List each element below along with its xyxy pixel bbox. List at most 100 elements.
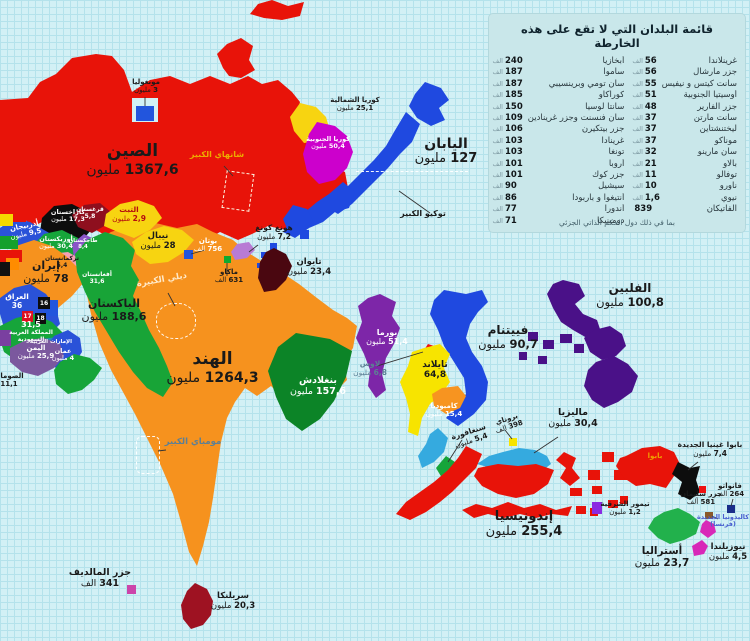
legend-column-right: غرينلاندا 56 الف جزر مارشال 56 الف سانت … [632, 56, 737, 227]
legend-row: سانتا لوسيا 150 الف [492, 102, 624, 113]
label-solomon: جزر سليمان 581 ألف [680, 490, 722, 507]
label-new-caledonia: كاليدونيا الجديدة (فرنسا) [696, 513, 750, 529]
legend-row: أبخازيا 240 الف [492, 56, 624, 67]
label-mongolia: مونغوليا 3 مليون [132, 78, 160, 95]
legend-country-name: كوراكاو [598, 90, 625, 101]
label-uae: الإمارات العربية [29, 339, 72, 345]
label-brunei: بروناي 398 الف [494, 411, 524, 436]
legend-country-value: 150 [504, 101, 523, 112]
label-png: بابوا غينيا الجديدة 7,4 مليون [677, 440, 743, 458]
legend-country-unit: الف [632, 102, 643, 111]
legend-country-name: سانت كيتس و نيفيس [661, 78, 737, 89]
country-shape-indonesia-sulawesi [556, 452, 580, 486]
label-macau: ماكاو 631 الف [214, 268, 244, 285]
legend-country-unit: الف [492, 68, 503, 77]
label-turkmenistan: تركمانستان 5,4 [45, 255, 79, 269]
legend-country-unit: الف [632, 171, 643, 180]
legend-country-name: ليختنشتاين [699, 124, 737, 135]
legend-country-name: جزر بيتكيرن [581, 124, 625, 135]
legend-country-unit: الف [492, 205, 503, 214]
label-philippines: الفلبين 100,8 مليون [596, 281, 664, 309]
legend-country-value: 839 [634, 204, 653, 215]
legend-country-name: دومينيكا [596, 215, 625, 226]
legend-row: سان مارينو 32 الف [632, 147, 737, 158]
legend-country-value: 103 [504, 135, 523, 146]
label-tajikistan: طاجكستان 8,4 [68, 238, 98, 251]
label-greater-tokyo: توكيو الكبير [400, 209, 446, 218]
label-saudi: 31,5 المملكة العربية السعودية [9, 320, 53, 343]
legend-country-unit: الف [632, 182, 643, 191]
legend-row: الفاتيكان 839 [632, 204, 737, 215]
legend-country-value: 10 [644, 181, 657, 192]
label-timor: تيمور الشرقية 1,2 مليون [600, 500, 650, 517]
legend-country-name: موناكو [714, 135, 737, 146]
label-australia: أستراليا 23,7 مليون [634, 545, 690, 570]
country-shape-vanuatu [727, 505, 735, 513]
legend-country-name: جزر مارشال [693, 67, 737, 78]
legend-country-unit: الف [492, 114, 503, 123]
legend-row: أروبا 101 الف [492, 159, 624, 170]
legend-country-name: أندورا [604, 204, 625, 215]
legend-country-value: 37 [644, 124, 657, 135]
label-india: الهند 1264,3 مليون [166, 349, 259, 386]
label-north-korea: كوريا الشمالية 25,1 مليون [330, 96, 380, 113]
legend-country-unit: الف [632, 57, 643, 65]
legend-footnote: بما في ذلك دول الحكم الذاتي الجزئي [559, 218, 675, 227]
legend-country-name: سان تومي وبرينسيبي [548, 78, 625, 89]
legend-country-value: 109 [504, 113, 523, 124]
legend-country-unit: الف [492, 102, 503, 111]
legend-country-unit: الف [632, 114, 643, 123]
legend-country-unit: الف [492, 159, 503, 168]
legend-panel: قائمة البلدان التي لا تقع على هذه الخارط… [488, 13, 746, 233]
legend-country-unit: الف [492, 91, 503, 100]
legend-country-name: جزر كوك [592, 170, 625, 181]
legend-country-unit: الف [492, 216, 503, 225]
philippines-island-dot [528, 332, 538, 341]
legend-country-value: 185 [504, 90, 523, 101]
edge-fragment [0, 236, 18, 249]
legend-row: كوراكاو 185 الف [492, 90, 624, 101]
label-indonesia: إندونيسيا 255,4 مليون [485, 509, 563, 539]
legend-country-value: 56 [644, 67, 657, 78]
philippines-island-dot [519, 352, 527, 360]
indonesia-island-dot [602, 452, 614, 462]
country-shape-brunei [509, 438, 517, 446]
legend-row: أندورا 77 الف [492, 204, 624, 215]
country-shape-new-zealand-north [700, 520, 716, 538]
label-malaysia: ماليزيا 30,4 مليون [548, 407, 598, 429]
legend-country-unit: الف [492, 193, 503, 202]
label-srilanka: سريلنكا 20,3 مليون [210, 591, 256, 611]
label-cambodia: كامبوديا 15,4 مليون [425, 402, 463, 419]
legend-country-unit: الف [632, 79, 643, 88]
mumbai-dashed-outline [136, 436, 160, 474]
country-shape-macau [224, 256, 231, 263]
legend-country-unit: الف [492, 136, 503, 145]
label-oman: عمان 4 مليون [51, 347, 75, 363]
legend-country-value: 55 [644, 78, 657, 89]
indonesia-island-dot [608, 500, 618, 508]
shanghai-dashed-outline [221, 170, 255, 212]
legend-country-value: 21 [644, 158, 657, 169]
legend-country-unit: الف [632, 193, 643, 202]
legend-row: غرينلاندا 56 الف [632, 56, 737, 67]
country-shape-new-caledonia [705, 512, 713, 519]
legend-row: أوسيتيا الجنوبية 51 الف [632, 90, 737, 101]
country-shape-philippines-luzon [547, 280, 601, 338]
legend-title: قائمة البلدان التي لا تقع على هذه الخارط… [520, 22, 714, 50]
label-pakistan: الباكستان 188,6 مليون [81, 297, 147, 323]
label-new-zealand: نيوزيلندا 4,5 مليون [708, 542, 748, 562]
legend-row: غرينادا 103 الف [492, 136, 624, 147]
label-tibet: التبت 2,9 مليون [112, 205, 146, 223]
legend-row: جزر بيتكيرن 106 الف [492, 124, 624, 135]
legend-country-unit: الف [492, 171, 503, 180]
legend-country-name: الفاتيكان [706, 204, 737, 215]
label-iraq: العراق 36 [5, 292, 29, 310]
edge-fragment [0, 330, 11, 346]
legend-row: موناكو 37 الف [632, 136, 737, 147]
philippines-island-dot [538, 356, 547, 364]
label-kyrgyzstan: قرغستان 5,8 [76, 206, 104, 220]
legend-row: سان فنسنت وجزر غرينادين 109 الف [492, 113, 624, 124]
legend-country-value: 71 [504, 215, 517, 226]
legend-country-name: أوسيتيا الجنوبية [683, 90, 737, 101]
